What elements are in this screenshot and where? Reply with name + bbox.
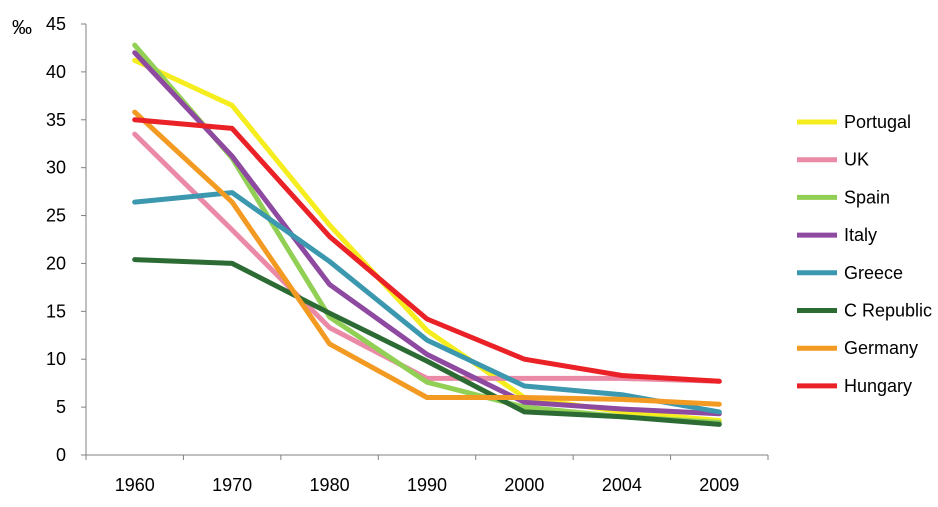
series-line-hungary [132,117,722,384]
y-tick-label: 35 [46,110,66,130]
legend-label-italy: Italy [844,225,877,245]
legend-label-portugal: Portugal [844,112,911,132]
y-tick-label: 20 [46,253,66,273]
legend-label-spain: Spain [844,187,890,207]
series-line-germany [132,109,722,407]
x-tick-label: 1970 [212,475,252,495]
x-tick-label: 1960 [115,475,155,495]
y-tick-label: 0 [56,445,66,465]
legend: Portugal UK Spain Italy Greece C Republic Germ… [797,112,932,396]
legend-label-greece: Greece [844,263,903,283]
x-tick-label: 2009 [699,475,739,495]
legend-label-uk: UK [844,150,869,170]
y-tick-label: 25 [46,206,66,226]
x-tick-label: 2000 [504,475,544,495]
y-tick-label: 40 [46,62,66,82]
y-tick-label: 30 [46,158,66,178]
legend-label-hungary: Hungary [844,376,912,396]
series-line-c-republic [132,257,722,427]
series-line-portugal [132,57,722,423]
y-axis-unit: ‰ [12,17,32,39]
series-line-uk [132,131,722,384]
series-line-greece [132,190,722,415]
legend-label-c-republic: C Republic [844,301,932,321]
y-tick-label: 10 [46,349,66,369]
series-lines [132,42,722,427]
y-tick-label: 5 [56,397,66,417]
y-tick-label: 45 [46,14,66,34]
y-tick-label: 15 [46,301,66,321]
x-tick-label: 2004 [602,475,642,495]
x-axis-ticks: 1960 1970 1980 1990 2000 2004 2009 [85,455,769,495]
x-tick-label: 1990 [407,475,447,495]
legend-label-germany: Germany [844,338,918,358]
x-tick-label: 1980 [310,475,350,495]
series-line-italy [132,50,722,417]
axes [85,24,768,456]
y-axis-ticks: 0 5 10 15 20 25 30 35 40 45 [46,14,86,465]
